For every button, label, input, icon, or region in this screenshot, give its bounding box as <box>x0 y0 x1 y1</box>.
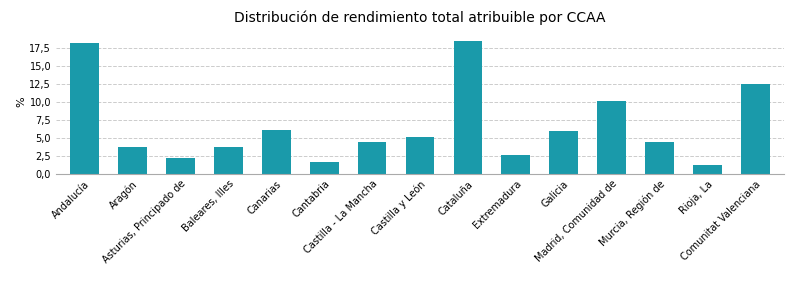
Bar <box>741 84 770 174</box>
Y-axis label: %: % <box>17 97 26 107</box>
Bar <box>262 130 290 174</box>
Bar <box>502 155 530 174</box>
Bar <box>645 142 674 174</box>
Bar <box>454 41 482 174</box>
Title: Distribución de rendimiento total atribuible por CCAA: Distribución de rendimiento total atribu… <box>234 10 606 25</box>
Bar <box>693 165 722 174</box>
Bar <box>550 131 578 174</box>
Bar <box>598 101 626 174</box>
Bar <box>118 147 147 174</box>
Bar <box>70 43 99 174</box>
Bar <box>406 136 434 174</box>
Bar <box>214 147 242 174</box>
Bar <box>310 163 338 174</box>
Bar <box>358 142 386 174</box>
Bar <box>166 158 195 174</box>
